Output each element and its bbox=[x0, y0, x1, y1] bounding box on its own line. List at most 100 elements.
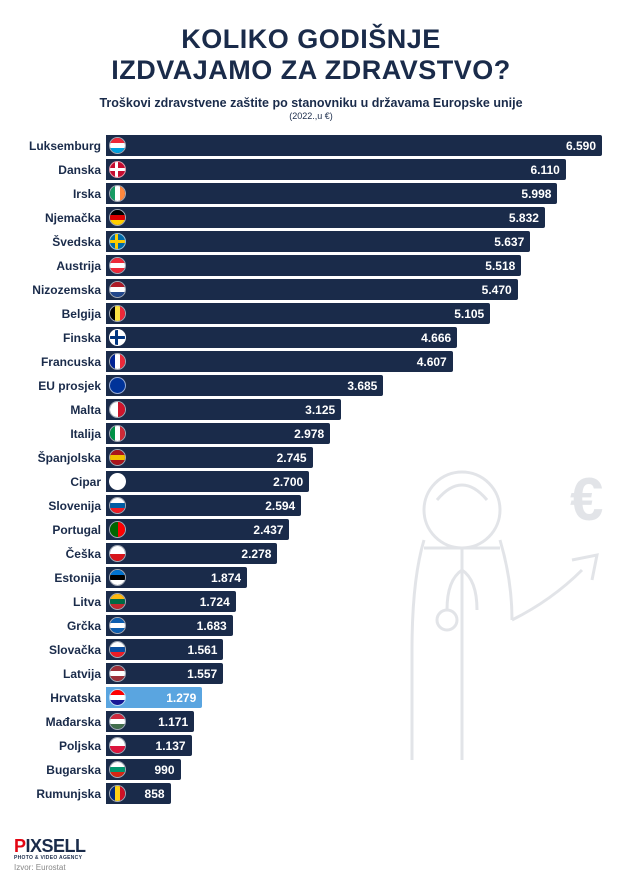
bar-row: Švedska5.637 bbox=[20, 231, 602, 252]
flag-icon bbox=[109, 737, 126, 754]
bar-value: 5.470 bbox=[482, 283, 512, 297]
country-label: Austrija bbox=[20, 259, 106, 273]
bar-row: Rumunjska858 bbox=[20, 783, 602, 804]
flag-icon bbox=[109, 425, 126, 442]
bar-value: 990 bbox=[154, 763, 174, 777]
bar: 1.279 bbox=[106, 687, 202, 708]
bar: 5.518 bbox=[106, 255, 521, 276]
bar-value: 2.594 bbox=[265, 499, 295, 513]
bar-row: Poljska1.137 bbox=[20, 735, 602, 756]
bar-value: 5.832 bbox=[509, 211, 539, 225]
flag-icon bbox=[109, 689, 126, 706]
bar-value: 2.278 bbox=[241, 547, 271, 561]
country-label: Francuska bbox=[20, 355, 106, 369]
flag-icon bbox=[109, 305, 126, 322]
bar-row: Grčka 1.683 bbox=[20, 615, 602, 636]
bar: 4.666 bbox=[106, 327, 457, 348]
bar-row: Slovenija 2.594 bbox=[20, 495, 602, 516]
country-label: Poljska bbox=[20, 739, 106, 753]
bar: 2.594 bbox=[106, 495, 301, 516]
bar: 5.105 bbox=[106, 303, 490, 324]
bar-value: 1.724 bbox=[200, 595, 230, 609]
flag-icon bbox=[109, 209, 126, 226]
bar-row: EU prosjek 3.685 bbox=[20, 375, 602, 396]
bar-row: Italija 2.978 bbox=[20, 423, 602, 444]
country-label: Finska bbox=[20, 331, 106, 345]
bar-row: Portugal2.437 bbox=[20, 519, 602, 540]
bar-value: 1.561 bbox=[187, 643, 217, 657]
flag-icon bbox=[109, 185, 126, 202]
flag-icon bbox=[109, 353, 126, 370]
bar: 6.110 bbox=[106, 159, 566, 180]
bar-value: 2.437 bbox=[253, 523, 283, 537]
chart-subtitle: Troškovi zdravstvene zaštite po stanovni… bbox=[20, 96, 602, 110]
bar-value: 3.685 bbox=[347, 379, 377, 393]
bar: 5.637 bbox=[106, 231, 530, 252]
footer: PIXSELL PHOTO & VIDEO AGENCY Izvor: Euro… bbox=[14, 836, 86, 872]
bar-value: 5.998 bbox=[521, 187, 551, 201]
chart-title: KOLIKO GODIŠNJE IZDVAJAMO ZA ZDRAVSTVO? bbox=[20, 24, 602, 86]
bar: 1.683 bbox=[106, 615, 233, 636]
flag-icon bbox=[109, 641, 126, 658]
bar-row: Estonija1.874 bbox=[20, 567, 602, 588]
bar: 2.700 bbox=[106, 471, 309, 492]
bar-row: Cipar 2.700 bbox=[20, 471, 602, 492]
country-label: Njemačka bbox=[20, 211, 106, 225]
country-label: Latvija bbox=[20, 667, 106, 681]
bar: 5.470 bbox=[106, 279, 518, 300]
bar: 4.607 bbox=[106, 351, 453, 372]
bar-value: 1.683 bbox=[197, 619, 227, 633]
flag-icon bbox=[109, 401, 126, 418]
bar-value: 1.171 bbox=[158, 715, 188, 729]
bar: 2.278 bbox=[106, 543, 277, 564]
bar-value: 1.557 bbox=[187, 667, 217, 681]
bar-row: Finska4.666 bbox=[20, 327, 602, 348]
bar: 990 bbox=[106, 759, 181, 780]
bar-value: 2.700 bbox=[273, 475, 303, 489]
flag-icon bbox=[109, 497, 126, 514]
bar-row: Malta3.125 bbox=[20, 399, 602, 420]
country-label: Grčka bbox=[20, 619, 106, 633]
bar-value: 2.978 bbox=[294, 427, 324, 441]
country-label: Španjolska bbox=[20, 451, 106, 465]
bar: 2.978 bbox=[106, 423, 330, 444]
bar-row: Belgija 5.105 bbox=[20, 303, 602, 324]
flag-icon bbox=[109, 473, 126, 490]
bar-row: Španjolska 2.745 bbox=[20, 447, 602, 468]
flag-icon bbox=[109, 233, 126, 250]
country-label: Irska bbox=[20, 187, 106, 201]
flag-icon bbox=[109, 617, 126, 634]
country-label: Bugarska bbox=[20, 763, 106, 777]
bar-row: Nizozemska5.470 bbox=[20, 279, 602, 300]
country-label: Belgija bbox=[20, 307, 106, 321]
country-label: Italija bbox=[20, 427, 106, 441]
bar-value: 5.518 bbox=[485, 259, 515, 273]
bar: 1.137 bbox=[106, 735, 192, 756]
country-label: EU prosjek bbox=[20, 379, 106, 393]
chart-subnote: (2022.,u €) bbox=[20, 111, 602, 121]
bar-row: Bugarska 990 bbox=[20, 759, 602, 780]
flag-icon bbox=[109, 521, 126, 538]
bar: 3.125 bbox=[106, 399, 341, 420]
country-label: Cipar bbox=[20, 475, 106, 489]
country-label: Estonija bbox=[20, 571, 106, 585]
bar-value: 2.745 bbox=[277, 451, 307, 465]
bar: 2.745 bbox=[106, 447, 313, 468]
flag-icon bbox=[109, 281, 126, 298]
flag-icon bbox=[109, 785, 126, 802]
bar-value: 3.125 bbox=[305, 403, 335, 417]
country-label: Slovenija bbox=[20, 499, 106, 513]
bar: 6.590 bbox=[106, 135, 602, 156]
flag-icon bbox=[109, 761, 126, 778]
bar: 1.874 bbox=[106, 567, 247, 588]
flag-icon bbox=[109, 545, 126, 562]
country-label: Danska bbox=[20, 163, 106, 177]
bar-value: 5.105 bbox=[454, 307, 484, 321]
bar-row: Latvija 1.557 bbox=[20, 663, 602, 684]
bar: 1.557 bbox=[106, 663, 223, 684]
bar: 3.685 bbox=[106, 375, 383, 396]
logo-subtitle: PHOTO & VIDEO AGENCY bbox=[14, 855, 86, 861]
bar-row: Austrija 5.518 bbox=[20, 255, 602, 276]
bar-value: 6.590 bbox=[566, 139, 596, 153]
flag-icon bbox=[109, 665, 126, 682]
